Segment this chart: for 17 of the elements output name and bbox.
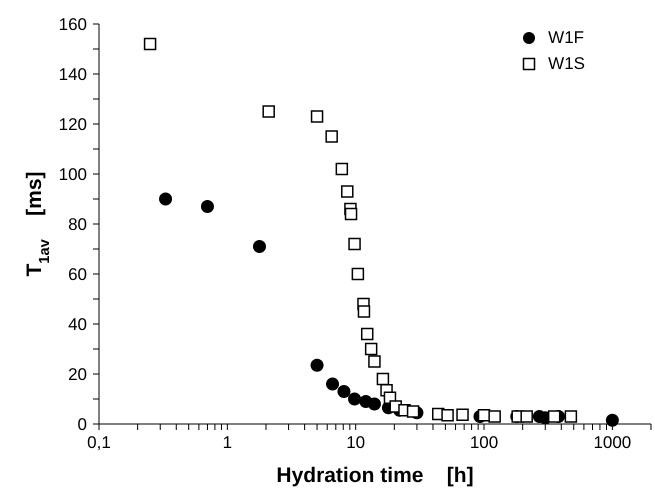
x-axis-title: Hydration time [h] bbox=[276, 464, 474, 487]
y-tick-label: 100 bbox=[58, 165, 87, 184]
legend-label: W1F bbox=[548, 28, 584, 48]
y-tick-label: 40 bbox=[68, 315, 87, 334]
y-tick-label: 0 bbox=[78, 415, 87, 434]
x-tick-label: 100 bbox=[470, 433, 498, 452]
y-tick-label: 160 bbox=[58, 15, 87, 34]
x-tick-label: 10 bbox=[346, 433, 366, 452]
y-tick-label: 20 bbox=[68, 365, 87, 384]
y-tick-label: 60 bbox=[68, 265, 87, 284]
y-tick-label: 140 bbox=[58, 65, 87, 84]
legend-label: W1S bbox=[548, 54, 585, 74]
x-tick-label: 0,1 bbox=[87, 433, 111, 452]
y-tick-label: 80 bbox=[68, 215, 87, 234]
y-tick-label: 120 bbox=[58, 115, 87, 134]
x-tick-label: 1 bbox=[222, 433, 232, 452]
x-tick-label: 1000 bbox=[593, 433, 632, 452]
